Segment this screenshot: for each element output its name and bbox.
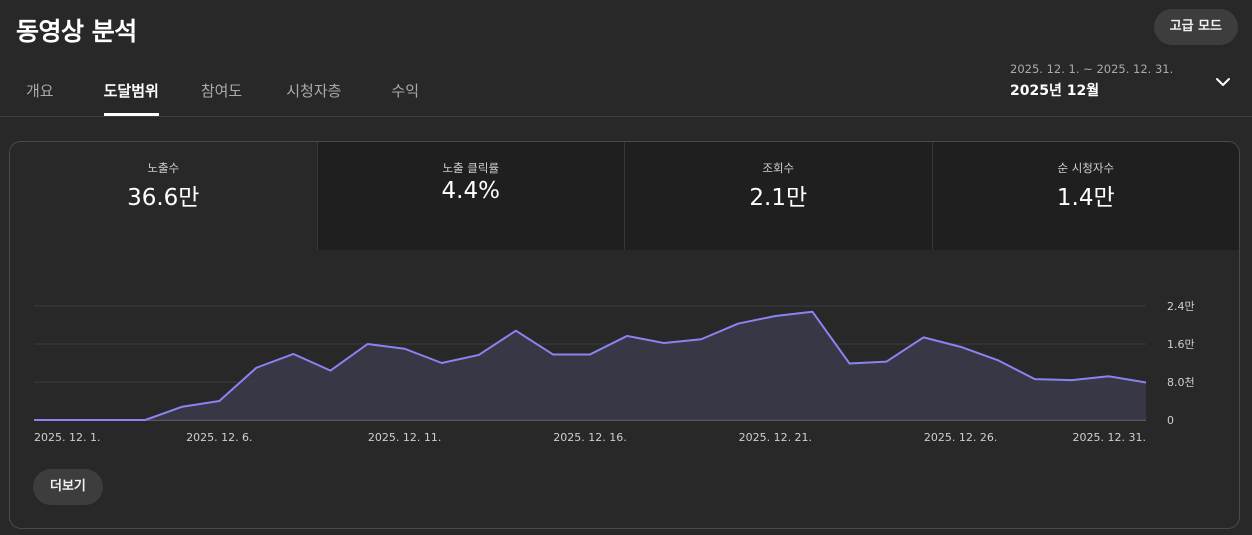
tab-bar: 개요 도달범위 참여도 시청자층 수익: [0, 66, 419, 116]
tab-reach[interactable]: 도달범위: [103, 66, 160, 116]
advanced-mode-button[interactable]: 고급 모드: [1153, 9, 1238, 45]
metric-value: 2.1만: [749, 185, 808, 211]
x-tick-label: 2025. 12. 26.: [924, 431, 997, 444]
tab-audience[interactable]: 시청자층: [286, 82, 342, 100]
x-tick-label: 2025. 12. 11.: [368, 431, 441, 444]
x-tick-label: 2025. 12. 16.: [553, 431, 626, 444]
metric-label: 노출수: [147, 161, 180, 175]
tab-revenue[interactable]: 수익: [391, 82, 420, 100]
metric-unique-viewers[interactable]: 순 시청자수 1.4만: [931, 142, 1239, 250]
metric-label: 순 시청자수: [1057, 161, 1115, 175]
metric-label: 노출 클릭률: [442, 161, 500, 175]
x-tick-label: 2025. 12. 31.: [1073, 431, 1146, 444]
x-tick-label: 2025. 12. 6.: [186, 431, 252, 444]
metric-value: 4.4%: [441, 178, 500, 204]
page-title: 동영상 분석: [16, 17, 137, 46]
tab-overview[interactable]: 개요: [26, 82, 54, 100]
y-tick-label: 1.6만: [1167, 338, 1195, 351]
metric-value: 1.4만: [1056, 185, 1115, 211]
impressions-chart[interactable]: 0 8.0천 1.6만 2.4만 2025. 12. 1. 2025. 12. 6. 202…: [10, 250, 1239, 465]
metric-label: 조회수: [762, 161, 795, 175]
see-more-button[interactable]: 더보기: [33, 469, 103, 505]
y-tick-label: 0: [1167, 414, 1174, 427]
date-picker-label[interactable]: 2025년 12월: [1010, 83, 1100, 99]
y-tick-label: 2.4만: [1167, 300, 1195, 313]
area-fill: [34, 311, 1146, 420]
x-tick-label: 2025. 12. 1.: [34, 431, 100, 444]
metric-impressions[interactable]: 노출수 36.6만: [10, 142, 317, 250]
x-tick-label: 2025. 12. 21.: [739, 431, 812, 444]
tab-engagement[interactable]: 참여도: [200, 82, 243, 100]
chevron-down-icon[interactable]: [1213, 72, 1233, 92]
metric-ctr[interactable]: 노출 클릭률 4.4%: [316, 142, 624, 250]
metric-views[interactable]: 조회수 2.1만: [624, 142, 932, 250]
metric-tabs: 노출수 36.6만 노출 클릭률 4.4% 조회수 2.1만 순 시청자수 1.…: [10, 142, 1239, 250]
date-range-text: 2025. 12. 1. ~ 2025. 12. 31.: [1010, 62, 1174, 76]
metric-value: 36.6만: [127, 185, 200, 211]
y-tick-label: 8.0천: [1167, 375, 1195, 389]
reach-card: 노출수 36.6만 노출 클릭률 4.4% 조회수 2.1만 순 시청자수 1.…: [9, 141, 1240, 529]
header-divider: [0, 116, 1252, 117]
